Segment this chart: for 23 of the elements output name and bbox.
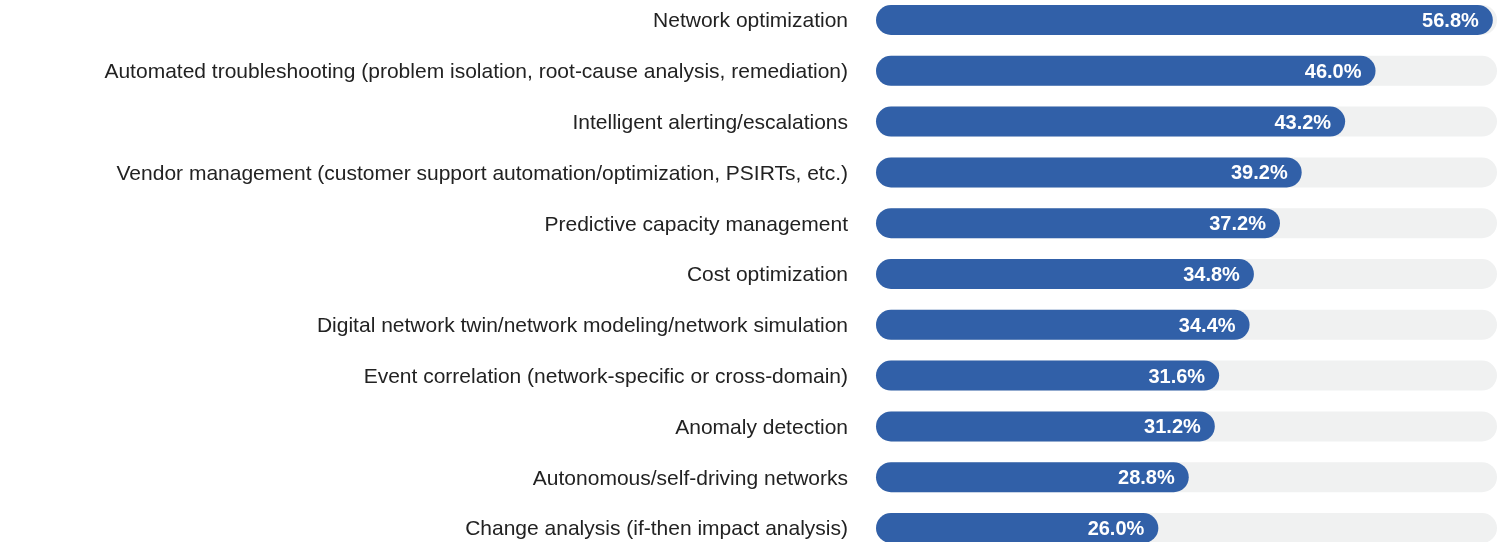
y-tick-label: Event correlation (network-specific or cross-domain) <box>363 363 848 387</box>
data-label: 43.2% <box>1274 110 1332 133</box>
data-label: 31.2% <box>1144 415 1202 438</box>
y-tick-label: Automated troubleshooting (problem isolation, root-cause analysis, remediation) <box>104 59 848 83</box>
y-tick-label: Cost optimization <box>686 262 848 286</box>
data-label: 39.2% <box>1230 161 1288 184</box>
data-label: 34.4% <box>1178 313 1236 336</box>
y-tick-label: Network optimization <box>653 8 848 32</box>
y-tick-label: Change analysis (if-then impact analysis) <box>465 516 848 540</box>
data-label: 56.8% <box>1422 9 1480 31</box>
y-tick-label: Intelligent alerting/escalations <box>572 109 848 133</box>
y-tick-label: Predictive capacity management <box>544 211 849 235</box>
data-label: 28.8% <box>1118 466 1175 489</box>
data-label: 46.0% <box>1304 59 1362 82</box>
data-label: 37.2% <box>1209 212 1267 235</box>
data-label: 26.0% <box>1087 517 1145 539</box>
y-tick-label: Autonomous/self-driving networks <box>532 465 848 489</box>
y-tick-label: Anomaly detection <box>675 414 848 438</box>
bar <box>876 5 1493 35</box>
data-label: 34.8% <box>1183 263 1241 285</box>
y-tick-label: Vendor management (customer support automation/optimization, PSIRTs, etc.) <box>116 160 848 184</box>
data-label: 31.6% <box>1148 364 1206 387</box>
y-tick-label: Digital network twin/network modeling/network simulation <box>316 313 848 337</box>
